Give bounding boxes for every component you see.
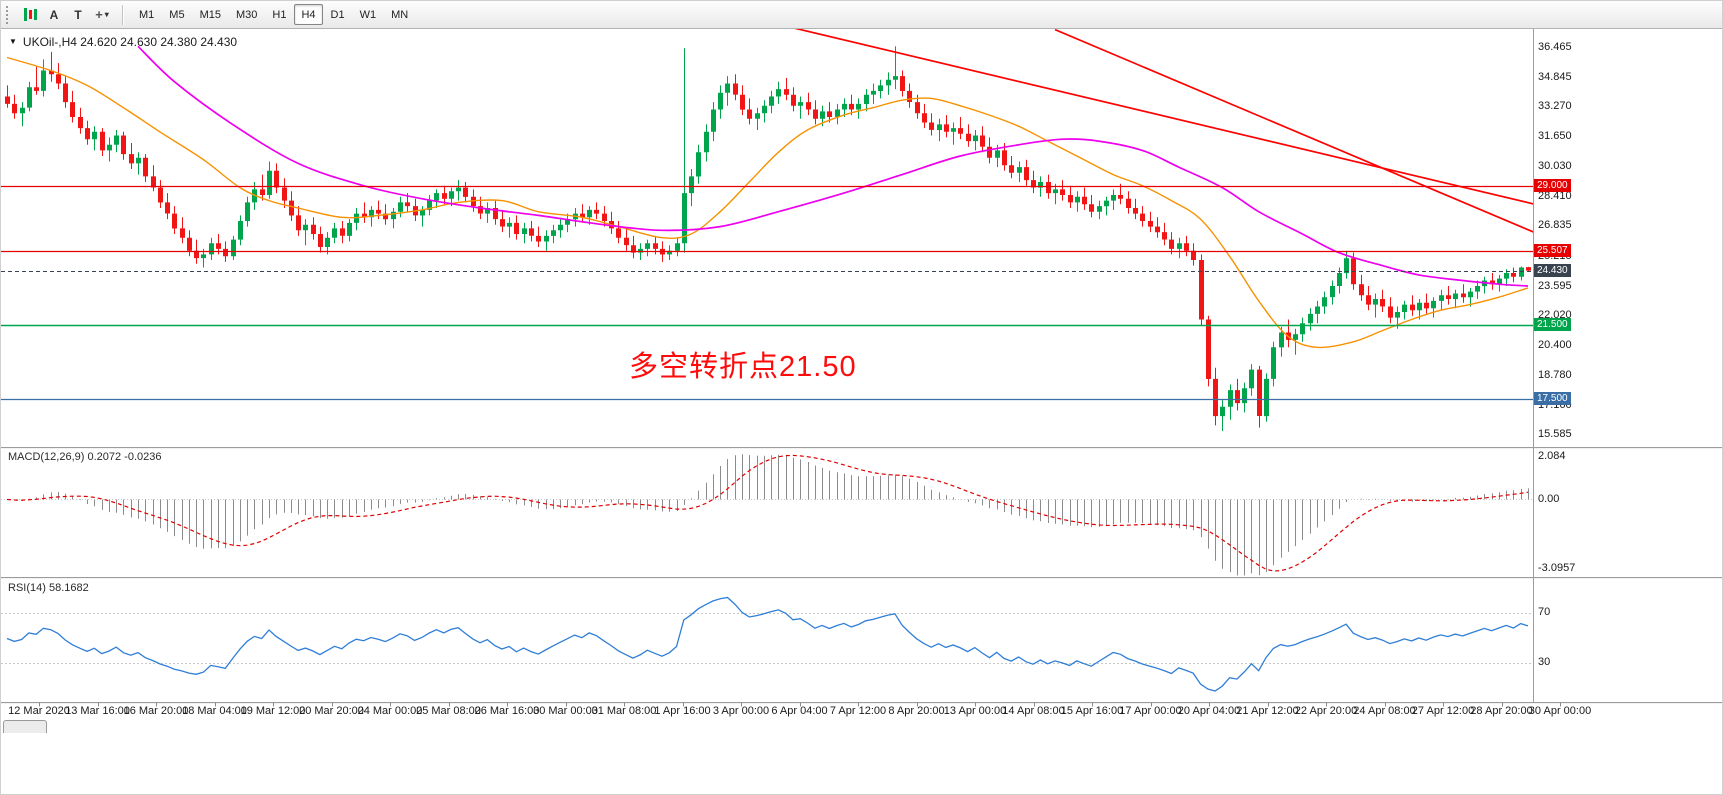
crosshair-icon: + <box>95 7 103 22</box>
letter-a-icon: A <box>49 7 59 22</box>
crosshair-tool-button[interactable]: + ▾ <box>91 4 113 26</box>
trendline-1[interactable] <box>793 28 1543 206</box>
macd-label: MACD(12,26,9) 0.2072 -0.0236 <box>8 451 162 463</box>
timeframe-button-M1[interactable]: M1 <box>132 4 161 25</box>
chart-title-text: UKOil-,H4 24.620 24.630 24.380 24.430 <box>22 35 238 49</box>
timeframe-button-D1[interactable]: D1 <box>324 4 352 25</box>
rsi-label: RSI(14) 58.1682 <box>8 582 89 594</box>
trendline-2[interactable] <box>1054 29 1543 236</box>
timeframe-button-M5[interactable]: M5 <box>162 4 191 25</box>
main-chart-layer <box>1 28 1543 431</box>
chart-title: ▼ UKOil-,H4 24.620 24.630 24.380 24.430 <box>9 35 237 49</box>
timeframe-button-M30[interactable]: M30 <box>229 4 264 25</box>
ma-slow-line <box>137 45 1529 287</box>
timeframe-group: M1 M5 M15 M30 H1 H4 D1 W1 MN <box>132 4 415 25</box>
text-label-tool-button[interactable]: A <box>43 4 65 26</box>
chart-type-button[interactable] <box>19 4 41 26</box>
timeframe-button-W1[interactable]: W1 <box>353 4 384 25</box>
candlestick-icon <box>23 7 37 23</box>
ma-fast-line <box>6 56 1529 349</box>
timeframe-button-H4[interactable]: H4 <box>294 4 323 25</box>
bottom-tab-fragment[interactable] <box>3 720 47 733</box>
chevron-down-icon: ▾ <box>104 10 109 19</box>
rsi-layer <box>1 596 1533 692</box>
timeframe-button-H1[interactable]: H1 <box>265 4 293 25</box>
toolbar: A T + ▾ M1 M5 M15 M30 H1 H4 D1 W1 MN <box>1 1 1722 29</box>
chart-annotation-text[interactable]: 多空转折点21.50 <box>629 351 857 383</box>
timeframe-button-M15[interactable]: M15 <box>193 4 228 25</box>
macd-histogram <box>14 454 1529 576</box>
letter-t-icon: T <box>74 7 82 22</box>
expand-triangle-icon[interactable]: ▼ <box>9 37 17 46</box>
timeframe-button-MN[interactable]: MN <box>384 4 415 25</box>
text-tool-button[interactable]: T <box>67 4 89 26</box>
toolbar-separator <box>122 4 123 25</box>
rsi-line <box>6 596 1529 692</box>
macd-signal-line <box>6 454 1529 572</box>
toolbar-grip[interactable] <box>6 5 13 24</box>
macd-layer <box>1 454 1533 576</box>
